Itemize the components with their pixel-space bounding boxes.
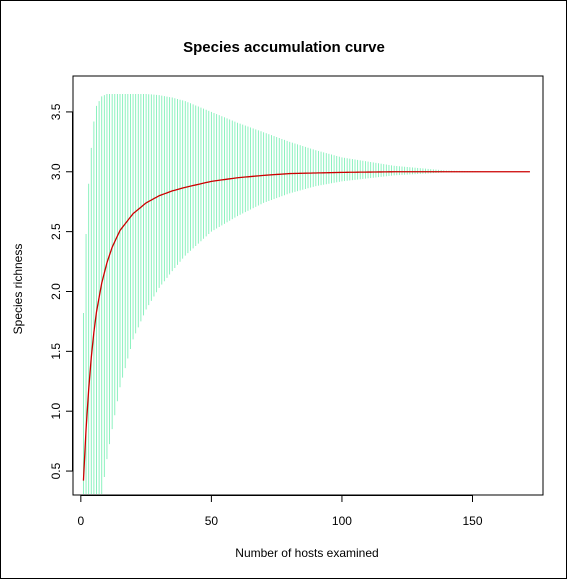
y-tick-label: 1.5: [49, 343, 63, 360]
x-axis-label: Number of hosts examined: [235, 546, 378, 560]
y-tick-label: 3.5: [49, 103, 63, 120]
y-axis: 0.5 1.0 1.5 2.0 2.5 3.0 3.5: [49, 103, 73, 479]
error-bars-group: [82, 93, 497, 494]
chart-title: Species accumulation curve: [183, 39, 385, 56]
x-tick-label: 0: [77, 514, 84, 528]
y-tick-label: 1.0: [49, 403, 63, 420]
x-axis: 0 50 100 150: [77, 495, 483, 528]
series-line-mean-richness: [82, 171, 530, 481]
y-tick-label: 3.0: [49, 163, 63, 180]
y-tick-label: 0.5: [49, 462, 63, 479]
x-tick-label: 150: [462, 514, 482, 528]
y-tick-label: 2.0: [49, 283, 63, 300]
x-tick-label: 50: [205, 514, 219, 528]
x-tick-label: 100: [332, 514, 352, 528]
y-tick-label: 2.5: [49, 223, 63, 240]
y-axis-label: Species richness: [11, 244, 25, 335]
